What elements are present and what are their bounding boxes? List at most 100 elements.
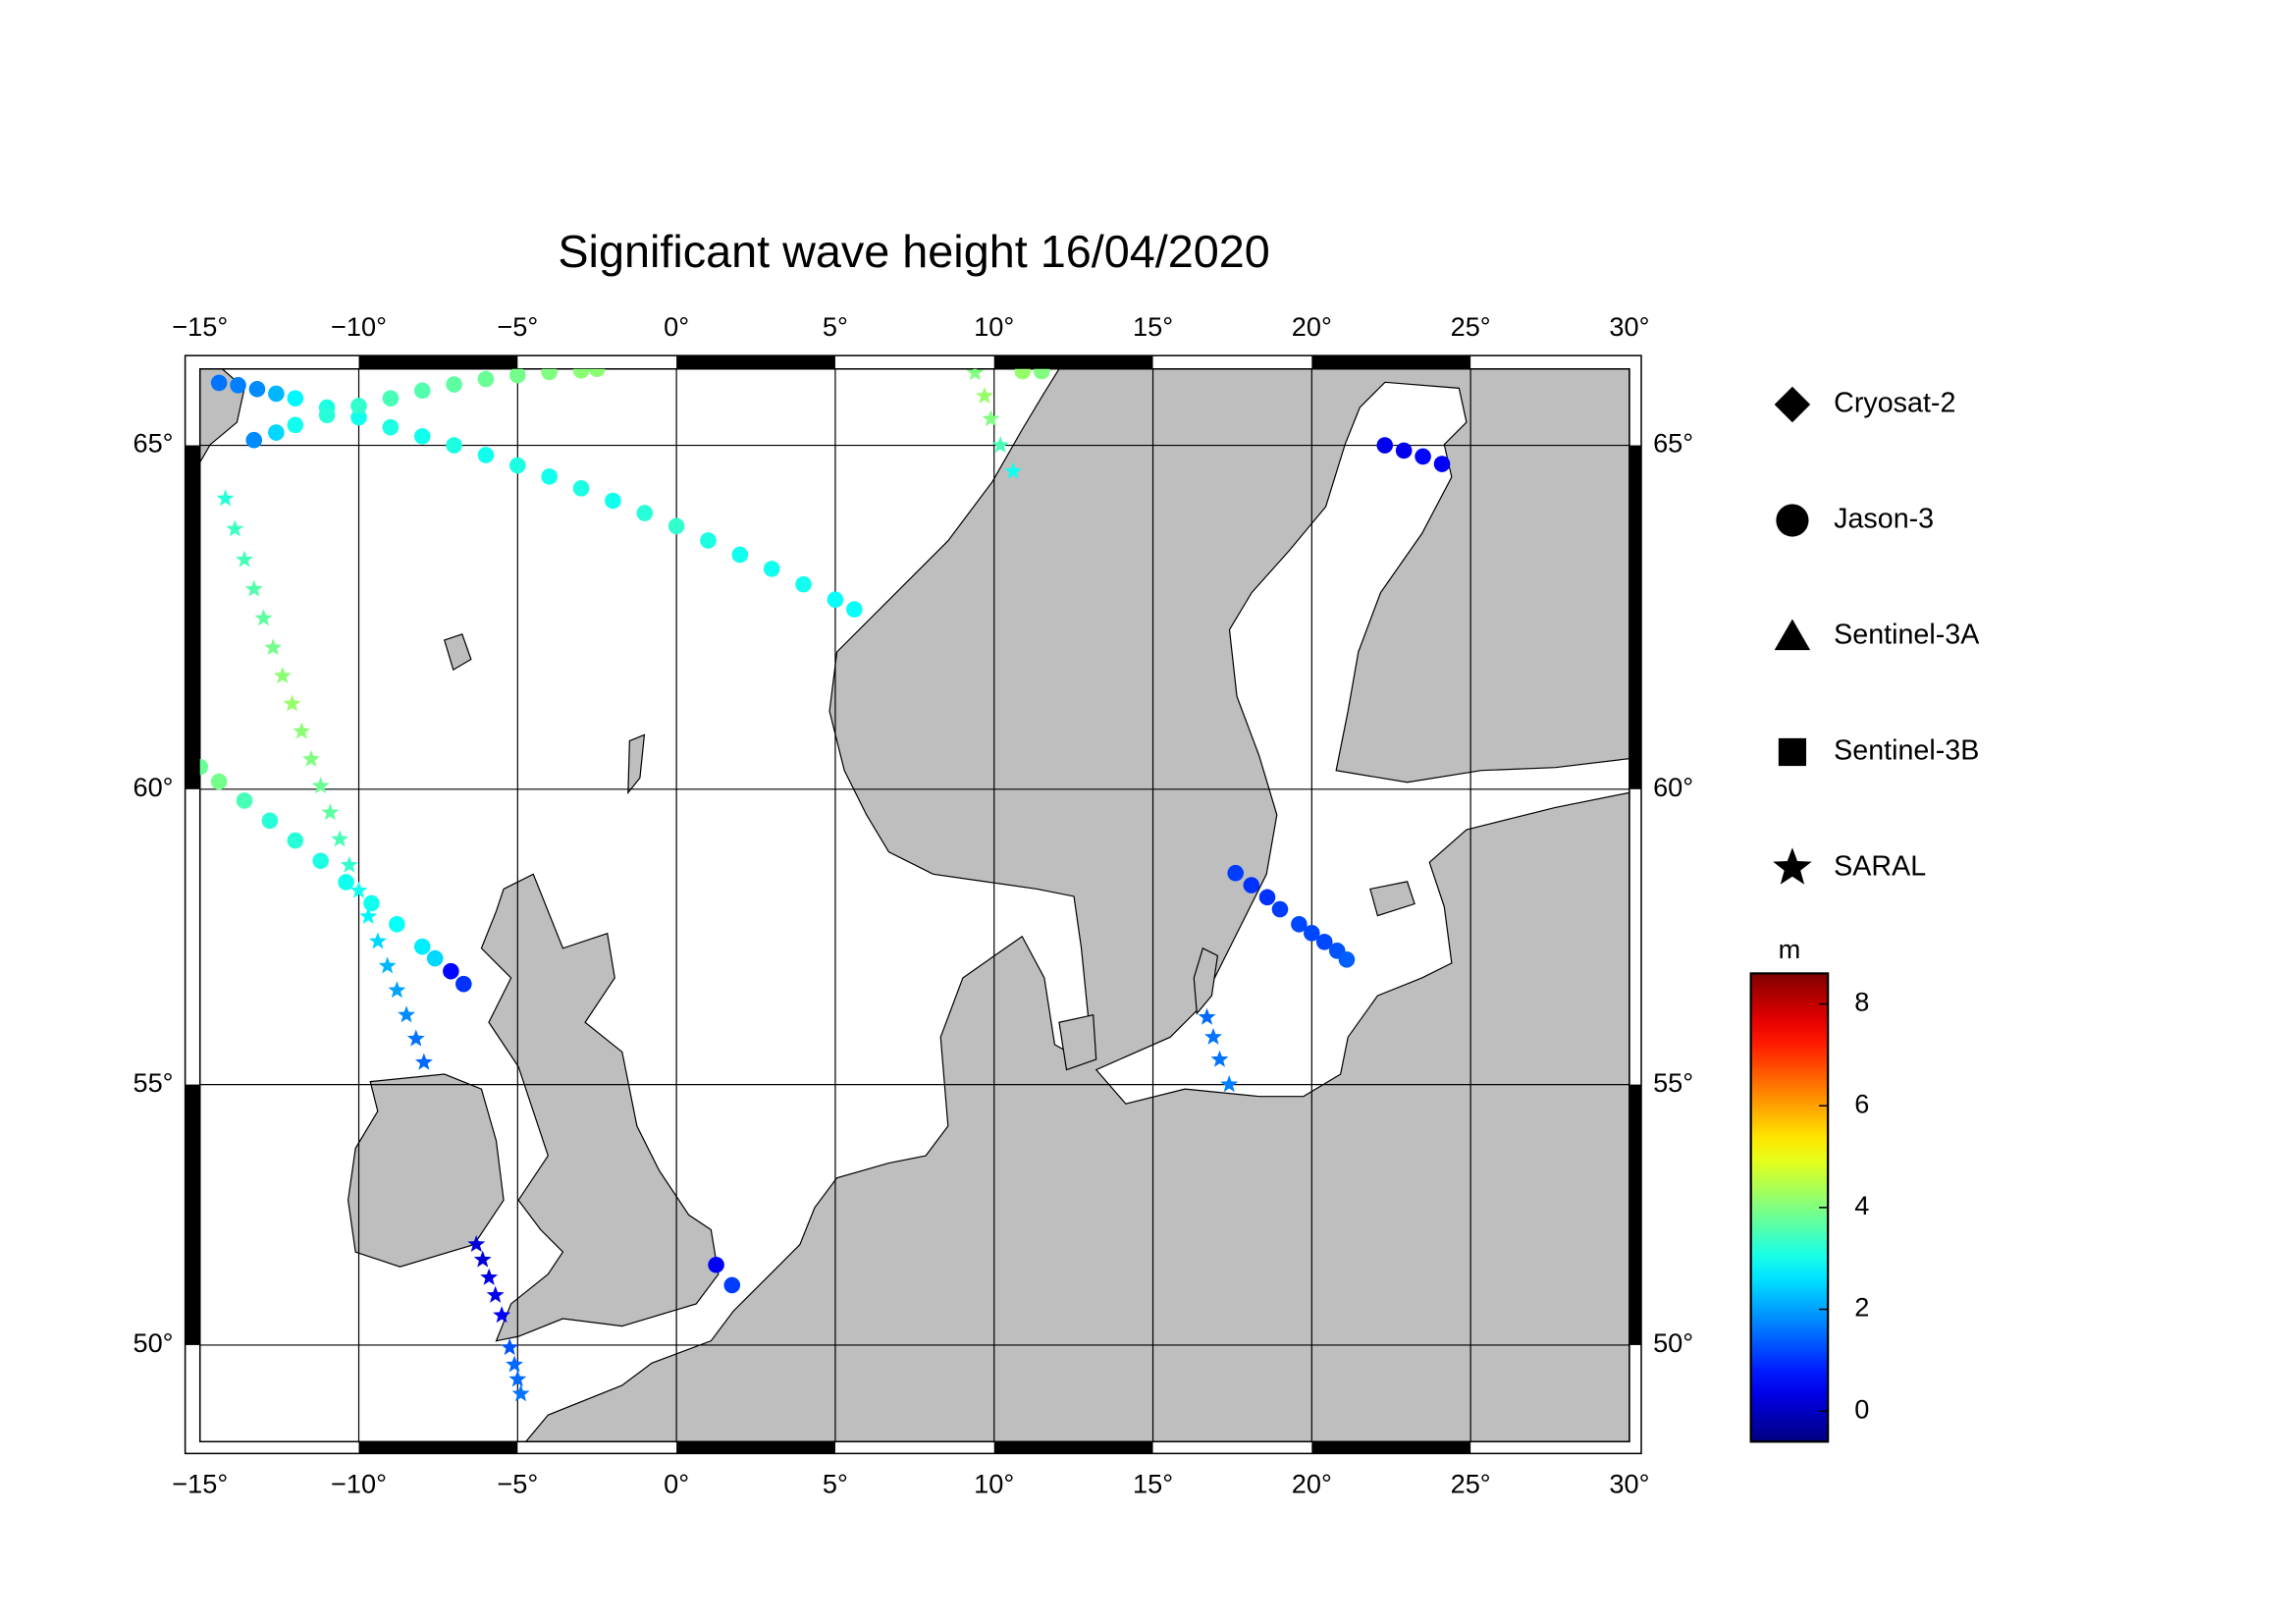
x-tick-label: −15° (172, 311, 228, 342)
y-tick-label: 55° (133, 1067, 173, 1098)
observation-point (501, 1338, 519, 1356)
observation-point (509, 457, 526, 474)
observation-point (311, 777, 330, 794)
observation-point (283, 694, 301, 712)
observation-point (508, 1370, 527, 1387)
observation-point (248, 380, 266, 398)
observation-point (827, 591, 844, 609)
observation-point (321, 803, 340, 821)
observation-point (302, 749, 320, 767)
observation-point (1204, 1027, 1222, 1045)
colorbar-label: m (1779, 934, 1801, 964)
observation-point (1376, 437, 1394, 454)
observation-point (350, 398, 367, 414)
observation-point (605, 492, 621, 510)
observation-point (236, 550, 253, 568)
baltic-sea (1095, 381, 1629, 1105)
observation-point (588, 368, 606, 378)
observation-point (446, 376, 462, 393)
observation-point (268, 385, 285, 403)
y-tick-label: 60° (1653, 772, 1693, 802)
frame-band (676, 1441, 835, 1454)
observation-point (414, 1053, 433, 1070)
chart-title: Significant wave height 16/04/2020 (558, 226, 1269, 277)
frame-band (358, 355, 518, 369)
observation-point (216, 489, 235, 507)
x-tick-label: 0° (664, 311, 689, 342)
observation-point (293, 722, 311, 739)
x-tick-label: −5° (497, 311, 538, 342)
frame-band (185, 445, 200, 789)
observation-point (287, 416, 304, 434)
observation-point (667, 517, 685, 535)
observation-point (413, 428, 431, 445)
y-tick-label: 65° (1653, 428, 1693, 459)
observation-point (382, 390, 400, 406)
observation-point (349, 881, 368, 898)
land-layer (199, 368, 1629, 1442)
legend-label: SARAL (1834, 851, 1926, 883)
observation-point (1243, 877, 1260, 893)
legend-marker (1774, 386, 1811, 423)
observation-point (389, 915, 405, 933)
frame-band (993, 355, 1153, 369)
observation-point (287, 832, 304, 849)
observation-point (506, 1355, 524, 1373)
observation-point (572, 480, 590, 497)
colorbar: m 0 2 4 6 8 (1749, 934, 1869, 1443)
zealand (1058, 1013, 1097, 1071)
colorbar-tick-label: 6 (1854, 1088, 1869, 1118)
x-tick-label: 30° (1609, 1469, 1649, 1499)
frame-band (1629, 1084, 1642, 1345)
observation-point (723, 1276, 741, 1294)
observation-point (572, 368, 590, 379)
x-tick-label: 25° (1451, 1469, 1491, 1499)
x-tick-label: 0° (664, 1469, 689, 1499)
observation-point (254, 609, 273, 626)
observation-point (1014, 368, 1032, 380)
observation-point (338, 874, 354, 891)
observation-point (1004, 461, 1023, 479)
observation-point (1315, 934, 1333, 950)
observation-point (406, 1029, 425, 1047)
frame-band (1311, 1441, 1471, 1454)
shetland (627, 733, 646, 795)
observation-point (446, 437, 462, 454)
observation-point (426, 949, 444, 967)
colorbar-tick-label: 2 (1854, 1292, 1869, 1323)
observation-point (388, 981, 406, 999)
observation-point (226, 519, 244, 537)
y-tick-label: 55° (1653, 1067, 1693, 1098)
frame-band (676, 355, 835, 369)
observations (199, 368, 1451, 1402)
legend-marker (1774, 619, 1811, 651)
x-tick-label: 10° (974, 1469, 1014, 1499)
observation-point (1433, 456, 1451, 472)
observation-point (398, 1005, 416, 1023)
observation-point (273, 667, 292, 684)
y-tick-label: 50° (133, 1327, 173, 1358)
observation-point (1258, 889, 1276, 906)
observation-point (511, 1384, 530, 1402)
observation-point (467, 1234, 486, 1253)
observation-point (1033, 368, 1050, 380)
observation-point (261, 812, 279, 830)
frame-band (993, 1441, 1153, 1454)
observation-point (473, 1250, 492, 1268)
observation-point (244, 579, 263, 597)
frame-band (185, 1084, 200, 1345)
faroe-islands (443, 633, 472, 671)
colorbar-tick-label: 0 (1854, 1393, 1869, 1424)
x-tick-label: −10° (331, 311, 387, 342)
observation-point (795, 575, 812, 593)
iceland (199, 368, 245, 464)
observation-point (493, 1306, 511, 1324)
legend-label: Jason-3 (1834, 504, 1934, 535)
colorbar-tick-label: 8 (1854, 987, 1869, 1017)
observation-point (287, 390, 304, 406)
observation-point (443, 962, 459, 980)
observation-point (331, 830, 349, 847)
observation-point (1291, 915, 1308, 933)
x-tick-label: 20° (1292, 1469, 1332, 1499)
